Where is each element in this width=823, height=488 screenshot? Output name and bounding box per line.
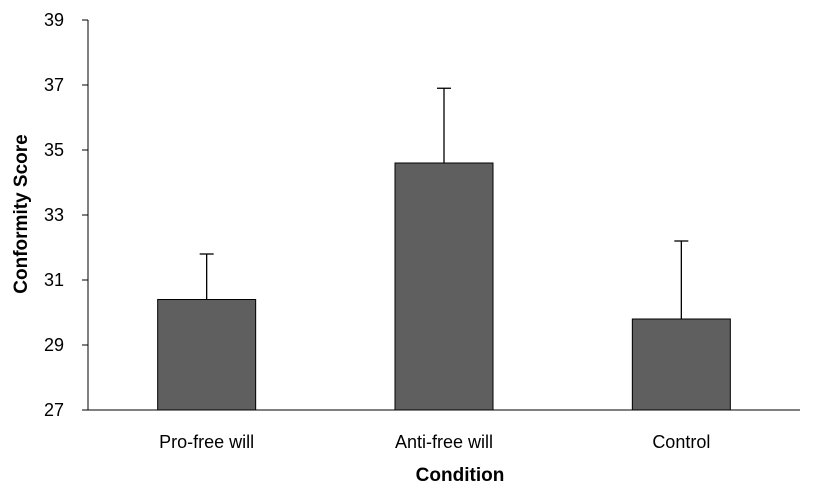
y-axis: 27 29 31 33 35 37 39 bbox=[44, 10, 89, 420]
bar-pro-free-will bbox=[157, 299, 257, 411]
y-tick-label: 35 bbox=[44, 140, 64, 160]
bar-anti-free-will bbox=[394, 162, 494, 411]
y-tick-label: 29 bbox=[44, 335, 64, 355]
x-tick-label: Control bbox=[652, 432, 710, 452]
x-tick-label: Pro-free will bbox=[159, 432, 254, 452]
bar-control bbox=[631, 318, 731, 411]
y-tick-label: 33 bbox=[44, 205, 64, 225]
y-tick-label: 31 bbox=[44, 270, 64, 290]
x-axis-title: Condition bbox=[416, 465, 505, 486]
x-axis: Pro-free will Anti-free will Control bbox=[88, 409, 800, 452]
y-tick-label: 39 bbox=[44, 10, 64, 30]
y-tick-label: 37 bbox=[44, 75, 64, 95]
x-tick-label: Anti-free will bbox=[395, 432, 493, 452]
bars bbox=[157, 87, 731, 411]
y-axis-title: Conformity Score bbox=[11, 134, 32, 293]
y-tick-label: 27 bbox=[44, 400, 64, 420]
